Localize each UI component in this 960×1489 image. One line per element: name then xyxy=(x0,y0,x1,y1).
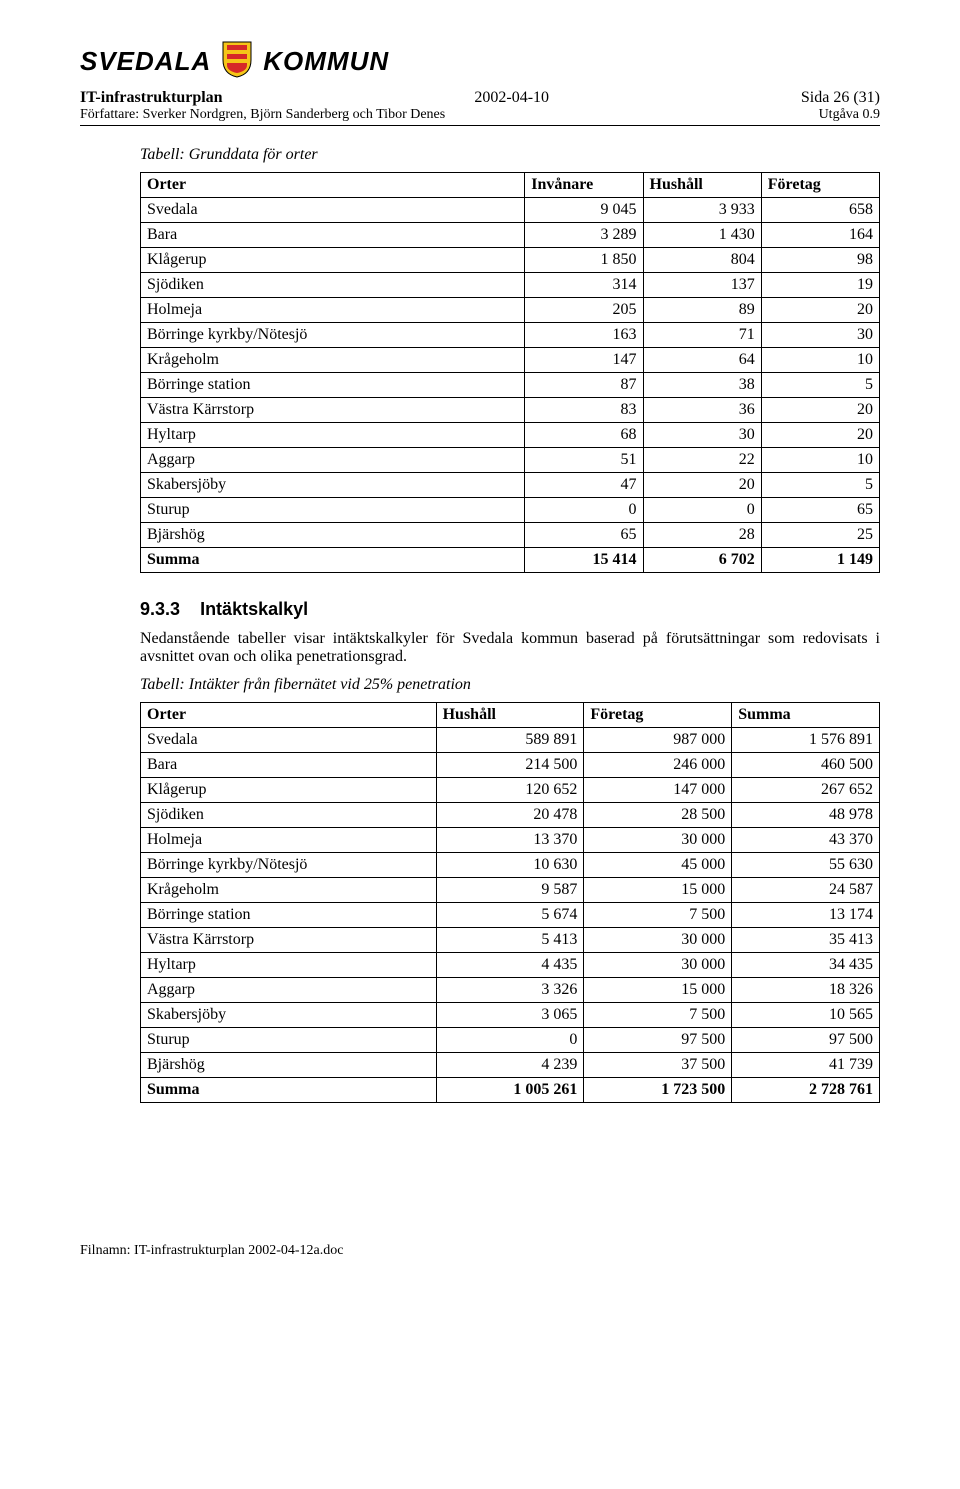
table-row: Skabersjöby47205 xyxy=(141,473,880,498)
table-row: Svedala9 0453 933658 xyxy=(141,198,880,223)
table1-caption: Tabell: Grunddata för orter xyxy=(140,146,880,164)
section-number: 9.3.3 xyxy=(140,599,180,619)
table-summary-row: Summa15 4146 7021 149 xyxy=(141,548,880,573)
section-title: Intäktskalkyl xyxy=(200,599,308,619)
table-row: Aggarp512210 xyxy=(141,448,880,473)
table-summary-row: Summa1 005 2611 723 5002 728 761 xyxy=(141,1078,880,1103)
table-row: Aggarp3 32615 00018 326 xyxy=(141,978,880,1003)
table-header: Invånare xyxy=(525,173,643,198)
table-row: Sturup097 50097 500 xyxy=(141,1028,880,1053)
logo-text-right: KOMMUN xyxy=(263,46,389,77)
table-row: Skabersjöby3 0657 50010 565 xyxy=(141,1003,880,1028)
doc-header: IT-infrastrukturplan 2002-04-10 Sida 26 … xyxy=(80,89,880,107)
logo-text-left: SVEDALA xyxy=(80,46,211,77)
doc-subheader: Författare: Sverker Nordgren, Björn Sand… xyxy=(80,107,880,126)
table-row: Hyltarp4 43530 00034 435 xyxy=(141,953,880,978)
table-row: Hyltarp683020 xyxy=(141,423,880,448)
table-row: Börringe station5 6747 50013 174 xyxy=(141,903,880,928)
table-header: Summa xyxy=(732,703,880,728)
table-row: Holmeja13 37030 00043 370 xyxy=(141,828,880,853)
table-row: Sjödiken20 47828 50048 978 xyxy=(141,803,880,828)
footer-filename: Filnamn: IT-infrastrukturplan 2002-04-12… xyxy=(80,1243,880,1259)
table-header: Orter xyxy=(141,703,437,728)
table-row: Börringe kyrkby/Nötesjö10 63045 00055 63… xyxy=(141,853,880,878)
table-row: Bara214 500246 000460 500 xyxy=(141,753,880,778)
section-paragraph: Nedanstående tabeller visar intäktskalky… xyxy=(140,630,880,666)
table-header: Företag xyxy=(761,173,879,198)
table-row: Bara3 2891 430164 xyxy=(141,223,880,248)
table-header: Företag xyxy=(584,703,732,728)
table-row: Holmeja2058920 xyxy=(141,298,880,323)
table-header: Hushåll xyxy=(436,703,584,728)
table-header: Orter xyxy=(141,173,525,198)
table-row: Västra Kärrstorp833620 xyxy=(141,398,880,423)
table-row: Sturup0065 xyxy=(141,498,880,523)
table2-caption: Tabell: Intäkter från fibernätet vid 25%… xyxy=(140,676,880,694)
table-row: Klågerup120 652147 000267 652 xyxy=(141,778,880,803)
table-row: Svedala589 891987 0001 576 891 xyxy=(141,728,880,753)
table-row: Klågerup1 85080498 xyxy=(141,248,880,273)
table-row: Börringe station87385 xyxy=(141,373,880,398)
table-row: Sjödiken31413719 xyxy=(141,273,880,298)
table-header: Hushåll xyxy=(643,173,761,198)
table-row: Västra Kärrstorp5 41330 00035 413 xyxy=(141,928,880,953)
table-intakter: OrterHushållFöretagSummaSvedala589 89198… xyxy=(140,702,880,1103)
table-row: Krågeholm1476410 xyxy=(141,348,880,373)
table-row: Bjärshög4 23937 50041 739 xyxy=(141,1053,880,1078)
shield-icon xyxy=(221,40,253,83)
doc-authors: Författare: Sverker Nordgren, Björn Sand… xyxy=(80,107,445,123)
doc-page: Sida 26 (31) xyxy=(801,89,880,107)
logo-header: SVEDALA KOMMUN xyxy=(80,40,880,83)
table-grunddata: OrterInvånareHushållFöretagSvedala9 0453… xyxy=(140,172,880,573)
doc-title: IT-infrastrukturplan xyxy=(80,89,223,107)
doc-date: 2002-04-10 xyxy=(474,89,549,107)
section-heading: 9.3.3 Intäktskalkyl xyxy=(140,599,880,620)
table-row: Börringe kyrkby/Nötesjö1637130 xyxy=(141,323,880,348)
table-row: Krågeholm9 58715 00024 587 xyxy=(141,878,880,903)
table-row: Bjärshög652825 xyxy=(141,523,880,548)
doc-version: Utgåva 0.9 xyxy=(819,107,880,123)
